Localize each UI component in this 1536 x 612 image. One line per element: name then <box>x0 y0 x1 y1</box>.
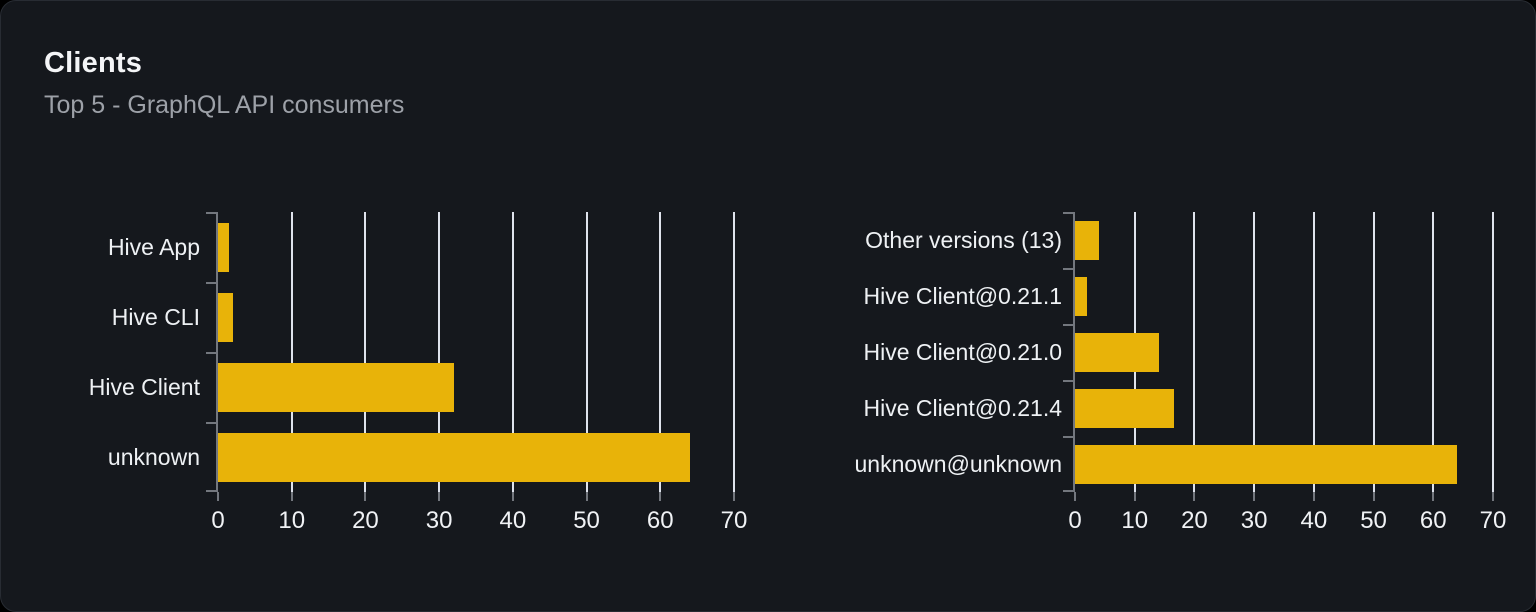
bar[interactable] <box>1075 221 1099 260</box>
gridline <box>659 212 662 492</box>
gridline <box>733 212 735 492</box>
gridline <box>364 212 367 492</box>
bar[interactable] <box>218 293 233 342</box>
gridline <box>290 212 293 492</box>
category-label: unknown <box>107 443 200 470</box>
x-axis-tick <box>511 492 514 501</box>
y-axis-tick <box>206 282 216 284</box>
y-axis-tick <box>206 490 216 492</box>
x-axis-tick-label: 10 <box>278 507 306 534</box>
category-label: Hive Client@0.21.0 <box>863 338 1063 365</box>
x-axis-tick <box>733 492 735 501</box>
category-label: Other versions (13) <box>865 226 1062 253</box>
category-labels: Other versions (13) Hive Client@0.21.1 Hiv… <box>781 212 1073 492</box>
x-axis-tick <box>438 492 441 501</box>
x-axis-tick-label: 20 <box>352 507 379 534</box>
y-axis-tick <box>1063 268 1073 270</box>
y-axis-tick <box>1063 380 1073 382</box>
category-label: unknown@unknown <box>854 450 1062 477</box>
card-subtitle: Top 5 - GraphQL API consumers <box>44 91 405 119</box>
y-axis-tick <box>1063 436 1073 438</box>
card-header: Clients Top 5 - GraphQL API consumers <box>44 47 404 120</box>
x-axis-tick-label: 50 <box>1360 507 1387 534</box>
x-axis-tick <box>1432 492 1435 501</box>
x-axis-tick-label: 70 <box>1479 507 1507 534</box>
x-axis-tick-label: 60 <box>1419 507 1447 534</box>
bar[interactable] <box>1075 333 1159 372</box>
x-axis-tick <box>290 492 293 501</box>
gridline <box>1432 212 1435 492</box>
gridline <box>1312 212 1315 492</box>
x-axis-tick-label: 20 <box>1181 507 1208 534</box>
gridline <box>1372 212 1375 492</box>
x-axis-tick <box>364 492 367 501</box>
bar[interactable] <box>1075 389 1174 428</box>
y-axis-tick <box>206 212 216 214</box>
x-axis-tick-label: 70 <box>720 507 748 534</box>
x-axis-tick <box>1193 492 1196 501</box>
category-label: Hive App <box>107 233 200 260</box>
gridline <box>1253 212 1256 492</box>
gridline <box>1492 212 1494 492</box>
plot-area: 0 10 20 30 40 50 60 70 <box>206 212 747 534</box>
x-axis-tick-label: 0 <box>1068 507 1082 534</box>
category-label: Hive Client <box>88 373 200 400</box>
x-axis-tick-label: 40 <box>499 507 527 534</box>
x-axis-tick <box>585 492 588 501</box>
x-axis-tick-label: 50 <box>573 507 600 534</box>
y-axis-tick <box>206 352 216 354</box>
x-axis-tick <box>1492 492 1494 501</box>
bar[interactable] <box>218 223 230 272</box>
x-axis-tick <box>1312 492 1315 501</box>
category-label: Hive Client@0.21.1 <box>863 282 1063 309</box>
page-title: Clients <box>44 47 143 79</box>
plot-area: 0 10 20 30 40 50 60 70 <box>1063 212 1506 534</box>
category-labels: Hive App Hive CLI Hive Client unknown <box>85 212 216 492</box>
bar[interactable] <box>218 433 690 482</box>
clients-by-version-chart: Other versions (13) Hive Client@0.21.1 Hiv… <box>781 212 1506 534</box>
x-axis-tick-label: 30 <box>1240 507 1268 534</box>
charts-row: Hive App Hive CLI Hive Client unknown 0 10 20 3… <box>1 212 1535 534</box>
bar[interactable] <box>1075 277 1087 316</box>
x-axis-tick <box>1074 492 1076 501</box>
gridline <box>511 212 514 492</box>
gridline <box>1193 212 1196 492</box>
gridline <box>585 212 588 492</box>
x-axis-tick <box>1372 492 1375 501</box>
x-axis-tick-label: 60 <box>646 507 674 534</box>
y-axis-tick <box>1063 324 1073 326</box>
x-axis-tick <box>217 492 219 501</box>
gridline <box>438 212 441 492</box>
bar[interactable] <box>1075 445 1458 484</box>
bar[interactable] <box>218 363 454 412</box>
x-axis-tick-label: 30 <box>425 507 453 534</box>
y-axis-tick <box>206 422 216 424</box>
x-axis-tick <box>659 492 662 501</box>
x-axis-tick <box>1133 492 1136 501</box>
y-axis-tick <box>1063 490 1073 492</box>
x-axis-tick-label: 0 <box>211 507 225 534</box>
category-label: Hive CLI <box>111 303 200 330</box>
category-label: Hive Client@0.21.4 <box>863 394 1063 421</box>
clients-by-name-chart: Hive App Hive CLI Hive Client unknown 0 10 20 3… <box>85 212 747 534</box>
y-axis-tick <box>1063 212 1073 214</box>
x-axis-tick-label: 40 <box>1300 507 1328 534</box>
x-axis-tick-label: 10 <box>1121 507 1149 534</box>
x-axis-tick <box>1253 492 1256 501</box>
